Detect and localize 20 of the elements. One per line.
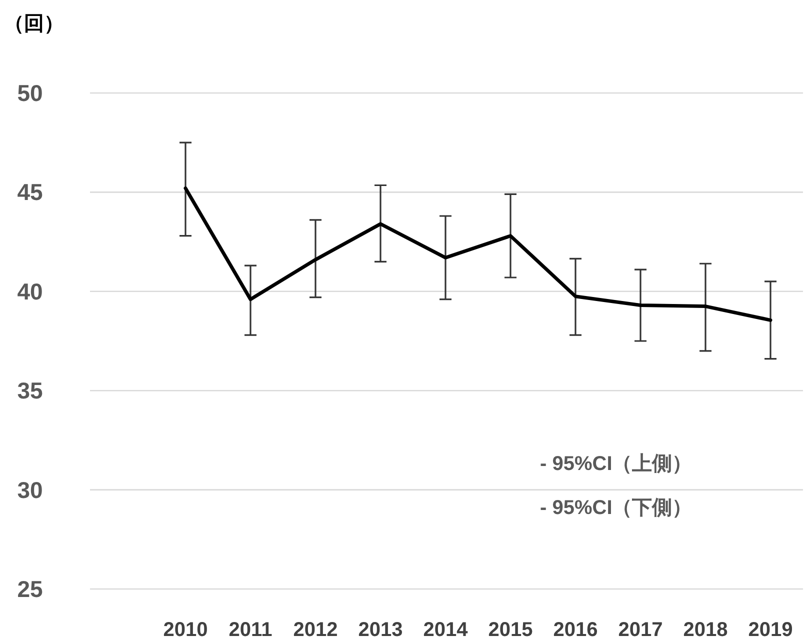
y-tick-label: 25 — [17, 576, 43, 602]
line-series — [184, 186, 772, 322]
x-tick-label: 2015 — [488, 619, 533, 641]
y-tick-label: 35 — [17, 378, 43, 404]
x-tick-label: 2018 — [683, 619, 728, 641]
y-tick-label: 50 — [17, 80, 43, 106]
y-tick-label: 40 — [17, 278, 43, 304]
y-tick-label: 30 — [17, 476, 43, 503]
x-tick-label: 2014 — [423, 619, 469, 641]
annotation: - 95%CI（下側） — [540, 497, 692, 519]
x-tick-label: 2019 — [748, 619, 793, 641]
x-tick-label: 2010 — [163, 619, 208, 641]
annotation: - 95%CI（上側） — [540, 453, 692, 475]
x-tick-label: 2012 — [293, 619, 338, 641]
x-tick-label: 2016 — [553, 619, 598, 641]
x-tick-label: 2017 — [618, 619, 663, 641]
x-tick-label: 2011 — [228, 619, 272, 641]
x-tick-label: 2013 — [358, 619, 403, 641]
y-axis-title: （回） — [4, 13, 64, 35]
y-tick-label: 45 — [17, 179, 43, 206]
